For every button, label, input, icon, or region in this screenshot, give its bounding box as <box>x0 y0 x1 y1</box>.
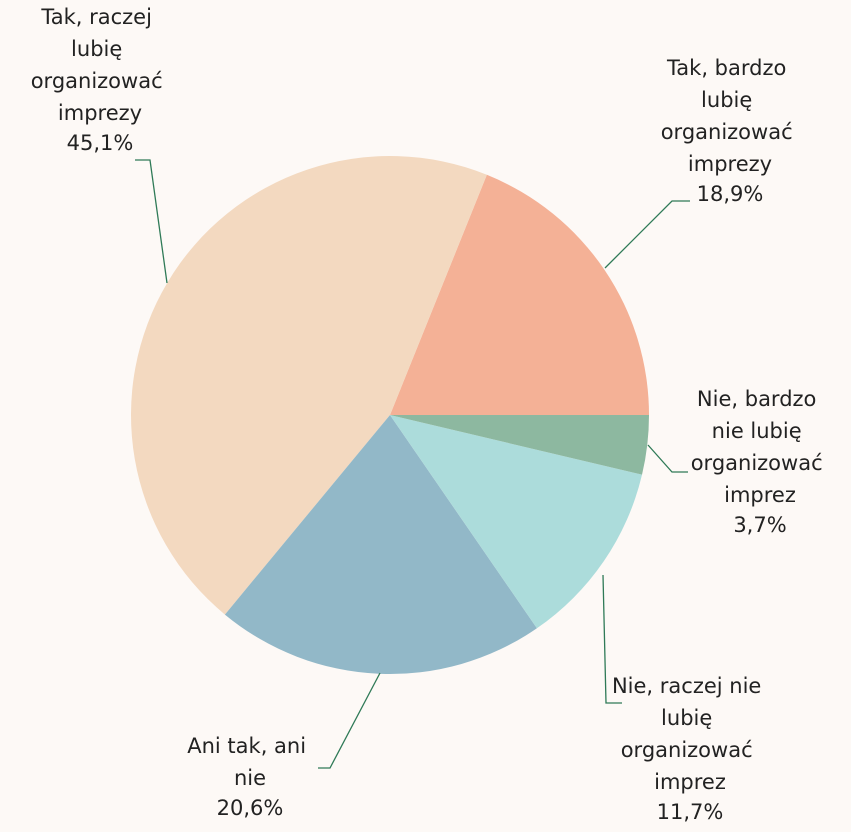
slice-label: Nie, raczej nie lubię organizować imprez <box>612 674 768 794</box>
slice-label: Tak, raczej lubię organizować imprezy <box>31 5 170 125</box>
pie-slice <box>390 415 649 475</box>
slice-label: Ani tak, ani nie <box>187 734 313 790</box>
leader-line <box>602 574 622 704</box>
value-label: 11,7% <box>657 800 724 824</box>
value-label: 20,6% <box>217 796 284 820</box>
pie-slice <box>224 415 537 674</box>
leader-line <box>135 159 168 284</box>
pie-slice <box>390 415 643 629</box>
leader-line <box>318 672 381 769</box>
value-label: 3,7% <box>733 513 786 537</box>
leader-line <box>604 200 690 269</box>
value-label: 18,9% <box>697 182 764 206</box>
slice-label: Nie, bardzo nie lubię organizować imprez <box>691 387 830 507</box>
pie-slice <box>390 174 649 415</box>
value-label: 45,1% <box>67 131 134 155</box>
pie-slice <box>131 156 487 615</box>
leader-line <box>647 444 688 473</box>
slice-label: Tak, bardzo lubię organizować imprezy <box>661 56 800 176</box>
